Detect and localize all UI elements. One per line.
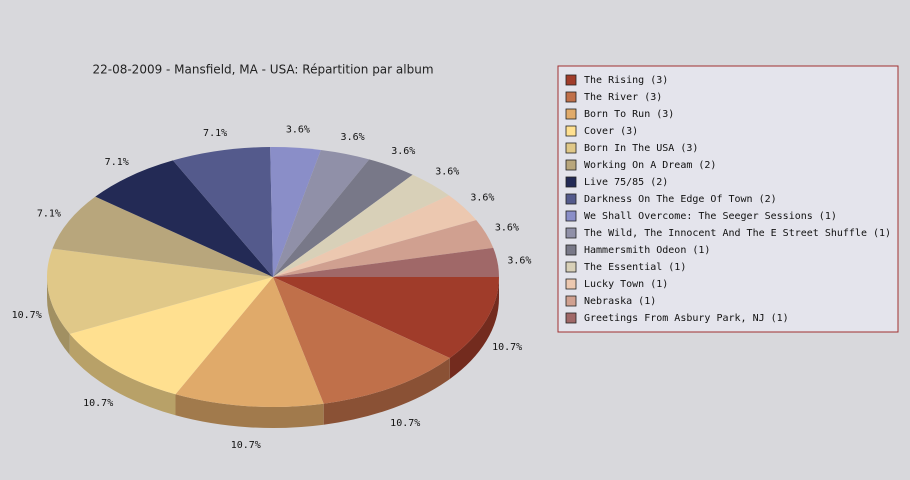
legend-label: Hammersmith Odeon (1) (584, 245, 710, 256)
legend-swatch (565, 159, 577, 171)
legend-label: We Shall Overcome: The Seeger Sessions (… (584, 211, 837, 222)
value-label: 3.6% (286, 125, 310, 136)
slice (273, 149, 370, 277)
value-label: 10.7% (12, 310, 42, 321)
legend-label: Working On A Dream (2) (584, 160, 716, 171)
value-label: 10.7% (492, 342, 522, 353)
slice-side (69, 333, 176, 416)
value-label: 7.1% (37, 209, 61, 220)
slice (270, 147, 321, 277)
legend-swatch (565, 210, 577, 222)
slice (273, 195, 477, 277)
value-label: 3.6% (341, 132, 365, 143)
slice (273, 277, 450, 404)
slice (273, 277, 499, 358)
legend-swatch (565, 227, 577, 239)
legend-swatch (565, 295, 577, 307)
legend-swatch (565, 125, 577, 137)
slice (172, 147, 273, 277)
slice (273, 174, 449, 277)
legend-label: Greetings From Asbury Park, NJ (1) (584, 313, 789, 324)
value-label: 3.6% (470, 193, 494, 204)
value-label: 3.6% (391, 146, 415, 157)
value-label: 10.7% (390, 418, 420, 429)
value-label: 10.7% (231, 440, 261, 451)
slice-side (449, 277, 499, 379)
legend-swatch (565, 261, 577, 273)
legend-swatch (565, 74, 577, 86)
legend-swatch (565, 312, 577, 324)
slice (273, 247, 499, 277)
slice (47, 248, 274, 334)
value-label: 3.6% (495, 223, 519, 234)
value-label: 10.7% (83, 398, 113, 409)
legend-label: Cover (3) (584, 126, 638, 137)
legend-swatch (565, 244, 577, 256)
legend-label: Nebraska (1) (584, 296, 656, 307)
legend-swatch (565, 91, 577, 103)
slice-side (47, 277, 70, 355)
legend-swatch (565, 193, 577, 205)
slice (69, 277, 274, 395)
value-label: 7.1% (105, 157, 129, 168)
slice (95, 160, 273, 277)
legend-label: The River (3) (584, 92, 662, 103)
value-label: 3.6% (507, 255, 531, 266)
legend-label: Born In The USA (3) (584, 143, 698, 154)
legend-label: Live 75/85 (2) (584, 177, 668, 188)
legend-label: The Rising (3) (584, 75, 668, 86)
slice (52, 196, 273, 277)
slice-side (323, 357, 450, 425)
legend-box (557, 65, 899, 333)
value-label: 7.1% (203, 128, 227, 139)
value-label: 3.6% (435, 167, 459, 178)
legend-swatch (565, 278, 577, 290)
legend-swatch (565, 108, 577, 120)
legend-label: The Essential (1) (584, 262, 686, 273)
slice-side (175, 394, 324, 428)
legend-label: Darkness On The Edge Of Town (2) (584, 194, 777, 205)
legend-label: Lucky Town (1) (584, 279, 668, 290)
legend-label: Born To Run (3) (584, 109, 674, 120)
legend-label: The Wild, The Innocent And The E Street … (584, 228, 891, 239)
slice (175, 277, 324, 407)
legend-swatch (565, 176, 577, 188)
slice (273, 220, 494, 277)
chart-title: 22-08-2009 - Mansfield, MA - USA: Répart… (92, 63, 433, 77)
legend-swatch (565, 142, 577, 154)
slice (273, 159, 413, 277)
